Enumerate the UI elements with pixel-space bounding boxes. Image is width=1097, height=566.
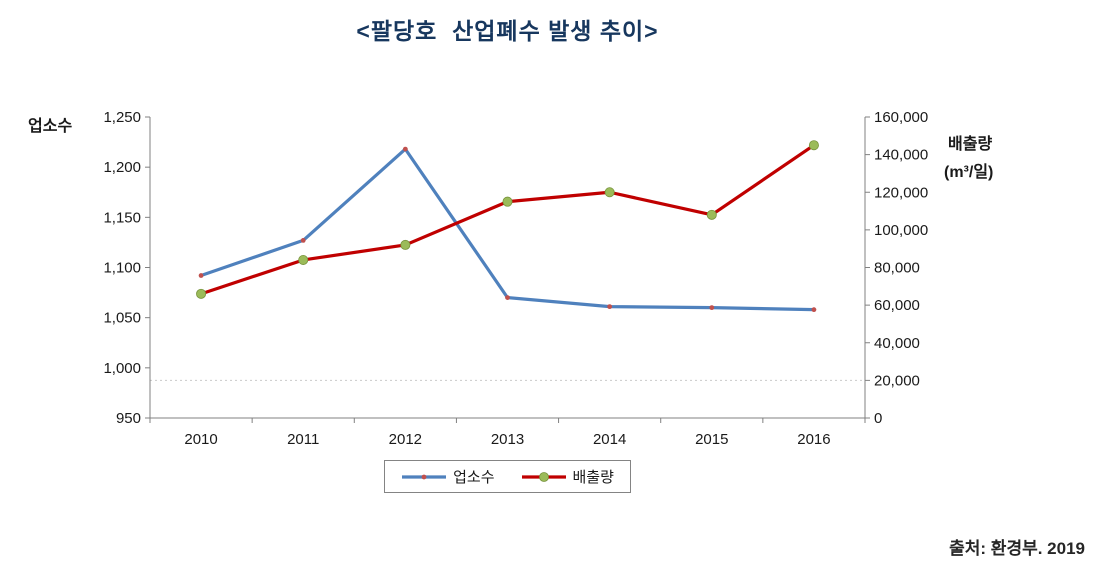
svg-text:120,000: 120,000 bbox=[874, 184, 928, 201]
legend-line-businesses-icon bbox=[402, 474, 447, 479]
svg-text:0: 0 bbox=[874, 410, 882, 427]
chart-legend: 업소수 배출량 bbox=[384, 460, 631, 493]
svg-text:140,000: 140,000 bbox=[874, 147, 928, 164]
legend-label-businesses: 업소수 bbox=[453, 469, 495, 486]
source-note: 출처: 환경부. 2019 bbox=[949, 539, 1085, 558]
svg-text:1,050: 1,050 bbox=[103, 310, 141, 327]
svg-text:2016: 2016 bbox=[797, 431, 830, 448]
svg-text:80,000: 80,000 bbox=[874, 260, 920, 277]
legend-container: 업소수 배출량 bbox=[150, 460, 865, 493]
svg-text:1,200: 1,200 bbox=[103, 159, 141, 176]
svg-text:2014: 2014 bbox=[593, 431, 626, 448]
legend-label-discharge: 배출량 bbox=[572, 469, 614, 486]
svg-text:60,000: 60,000 bbox=[874, 297, 920, 314]
svg-text:950: 950 bbox=[116, 410, 141, 427]
svg-text:1,100: 1,100 bbox=[103, 260, 141, 277]
svg-text:100,000: 100,000 bbox=[874, 222, 928, 239]
svg-text:2010: 2010 bbox=[184, 431, 217, 448]
svg-text:2015: 2015 bbox=[695, 431, 728, 448]
svg-text:20,000: 20,000 bbox=[874, 372, 920, 389]
left-axis-title: 업소수 bbox=[28, 118, 73, 135]
svg-text:2012: 2012 bbox=[389, 431, 422, 448]
svg-text:2013: 2013 bbox=[491, 431, 524, 448]
svg-text:160,000: 160,000 bbox=[874, 109, 928, 126]
right-axis-title: 배출량 bbox=[948, 136, 993, 153]
svg-text:2011: 2011 bbox=[287, 431, 319, 448]
svg-text:1,150: 1,150 bbox=[103, 209, 141, 226]
chart-title: <팔당호 산업폐수 발생 추이> bbox=[356, 18, 659, 44]
svg-text:1,000: 1,000 bbox=[103, 360, 141, 377]
legend-item-discharge: 배출량 bbox=[521, 466, 614, 487]
svg-text:40,000: 40,000 bbox=[874, 335, 920, 352]
legend-item-businesses: 업소수 bbox=[401, 466, 495, 487]
svg-text:1,250: 1,250 bbox=[103, 109, 141, 126]
right-axis-unit: (m³/일) bbox=[944, 164, 994, 181]
legend-line-discharge-icon bbox=[521, 471, 566, 482]
